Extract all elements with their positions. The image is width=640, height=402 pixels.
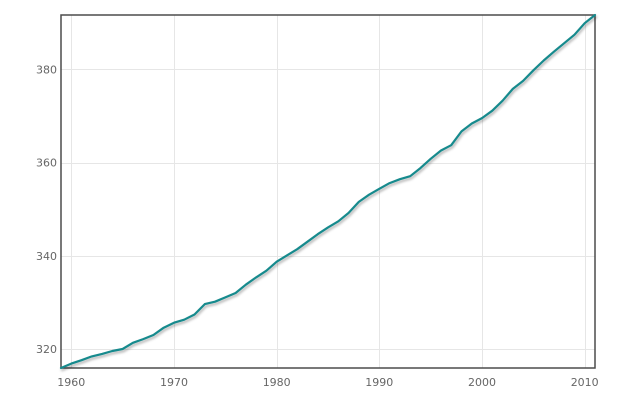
y-tick-label: 340 xyxy=(36,250,57,263)
x-tick-label: 1970 xyxy=(160,376,188,389)
gridlines-group xyxy=(61,15,595,368)
y-tick-label: 360 xyxy=(36,157,57,170)
x-axis-tick-labels: 1960 1970 1980 1990 2000 2010 xyxy=(57,376,598,389)
x-tick-label: 1960 xyxy=(57,376,85,389)
x-tick-label: 1980 xyxy=(263,376,291,389)
y-tick-label: 320 xyxy=(36,343,57,356)
y-tick-label: 380 xyxy=(36,63,57,76)
x-tick-label: 2010 xyxy=(571,376,599,389)
x-tick-label: 2000 xyxy=(468,376,496,389)
y-axis-tick-labels: 320 340 360 380 xyxy=(36,63,57,356)
plot-frame xyxy=(60,14,596,369)
x-tick-label: 1990 xyxy=(365,376,393,389)
series-line-co2 xyxy=(59,13,597,370)
